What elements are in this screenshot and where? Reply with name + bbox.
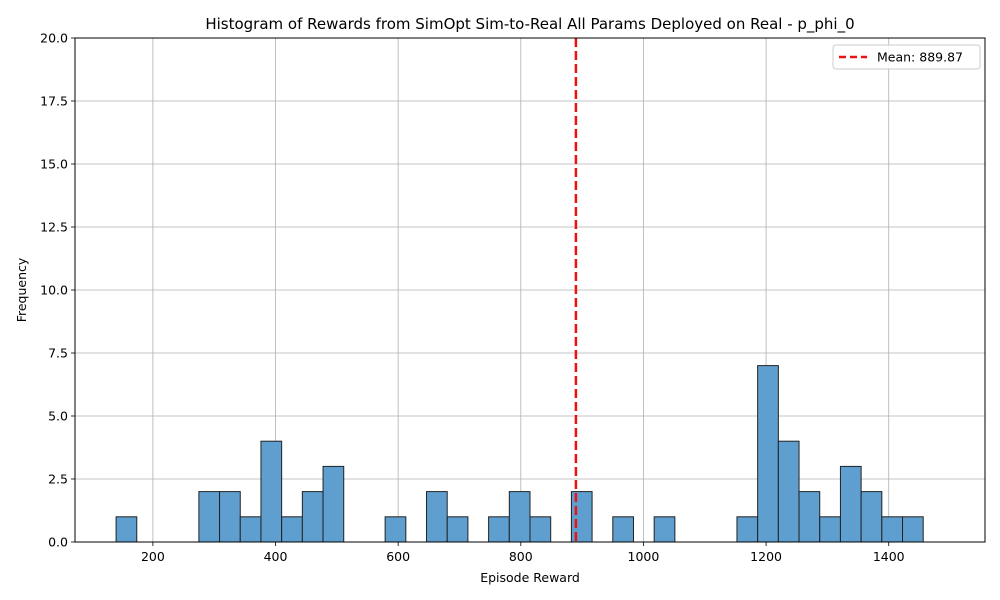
legend-mean-label: Mean: 889.87: [877, 50, 963, 65]
histogram-bar: [384, 516, 407, 543]
histogram-bar: [239, 516, 262, 543]
x-tick-label: 400: [264, 549, 288, 564]
histogram-bar: [736, 516, 759, 543]
x-axis-label: Episode Reward: [480, 570, 580, 585]
legend-box: [832, 44, 981, 70]
y-tick-label: 7.5: [48, 346, 68, 361]
histogram-bar: [322, 465, 345, 543]
x-tick-label: 1000: [628, 549, 660, 564]
histogram-bar: [570, 491, 593, 543]
histogram-bar: [260, 440, 283, 543]
histogram-bar: [446, 516, 469, 543]
histogram-bar: [301, 491, 324, 543]
histogram-bar: [529, 516, 552, 543]
x-tick-label: 800: [509, 549, 533, 564]
y-axis-label: Frequency: [14, 257, 29, 322]
histogram-bar: [612, 516, 634, 543]
y-tick-label: 20.0: [40, 31, 68, 46]
histogram-bar: [426, 491, 448, 543]
y-tick-label: 0.0: [48, 535, 68, 550]
histogram-bar: [860, 491, 883, 543]
x-tick-label: 600: [386, 549, 410, 564]
x-tick-label: 200: [141, 549, 165, 564]
histogram-bar: [881, 516, 904, 543]
x-tick-label: 1400: [873, 549, 905, 564]
y-tick-label: 17.5: [40, 94, 68, 109]
y-tick-label: 2.5: [48, 472, 68, 487]
legend: Mean: 889.87: [832, 44, 981, 70]
histogram-bar: [757, 365, 779, 543]
y-tick-label: 15.0: [40, 157, 68, 172]
chart-title: Histogram of Rewards from SimOpt Sim-to-…: [205, 15, 854, 34]
y-tick-label: 12.5: [40, 220, 68, 235]
y-tick-label: 10.0: [40, 283, 68, 298]
histogram-bar: [219, 491, 241, 543]
histogram-bar: [281, 516, 303, 543]
histogram-bar: [508, 491, 531, 543]
histogram-bar: [653, 516, 676, 543]
histogram-bar: [839, 465, 862, 543]
histogram-bar: [819, 516, 841, 543]
x-tick-label: 1200: [750, 549, 782, 564]
histogram-bar: [488, 516, 510, 543]
histogram-bar: [198, 491, 221, 543]
histogram-bar: [115, 516, 138, 543]
x-axis-ticks: 200 400 600 800 1000 1200 1400: [141, 542, 905, 564]
histogram-bars: [115, 365, 924, 543]
histogram-bar: [902, 516, 924, 543]
histogram-bar: [777, 440, 800, 543]
histogram-bar: [798, 491, 821, 543]
y-axis-ticks: 0.0 2.5 5.0 7.5 10.0 12.5 15.0 17.5 20.0: [40, 31, 75, 550]
y-tick-label: 5.0: [48, 409, 68, 424]
